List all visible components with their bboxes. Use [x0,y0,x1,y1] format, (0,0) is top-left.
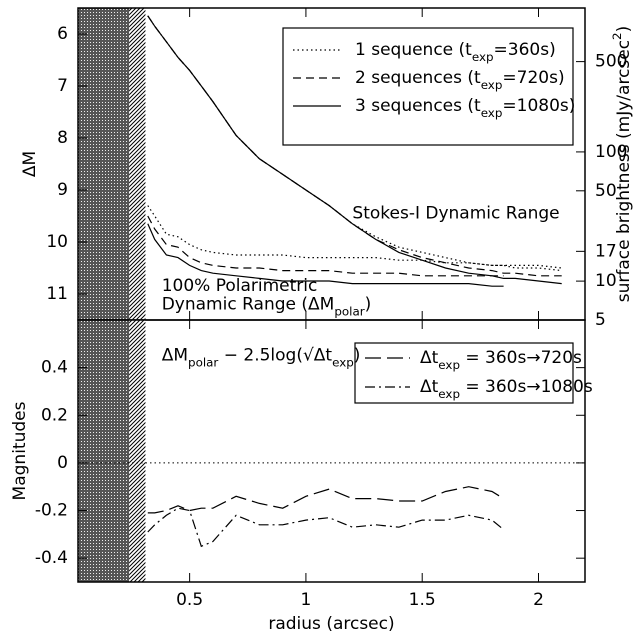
legend-label-part: exp [438,387,460,401]
legend-label-part: = 360s→1080s [460,377,593,397]
legend-label: 2 sequences (texp=720s) [355,68,565,92]
annotation-part: polar [334,304,364,318]
y2-tick-label: 500 [595,52,627,72]
y2-tick-label: 50 [595,181,617,201]
legend-label-part: =1080s) [502,96,575,116]
legend-label: 3 sequences (texp=1080s) [355,96,575,120]
panel-frame [77,319,586,583]
y-tick-label: 0.2 [41,405,68,425]
y2-tick-label: 100 [595,142,627,162]
data-line [147,486,504,514]
legend-label-part: exp [438,358,460,372]
y2-tick-label: 17 [595,241,617,261]
data-line [147,223,504,287]
data-line [147,507,504,548]
legend-label-part: Δt [420,377,439,397]
y-axis-label: ΔM [20,151,40,177]
legend-label-part: exp [472,50,494,64]
excluded-region [129,8,146,320]
data-line [147,15,562,285]
annotation: Stokes-I Dynamic Range [352,203,559,223]
y-tick-label: 10 [46,232,68,252]
annotation-part: − 2.5log(√Δt [218,346,332,366]
legend-label-part: exp [481,106,503,120]
excluded-region [78,320,130,582]
y2-axis-label-part: 2 [610,32,624,40]
x-tick-label: 1.5 [409,590,436,610]
y-tick-label: 7 [57,76,68,96]
y-axis-label: Magnitudes [10,401,30,500]
x-tick-label: 2 [533,590,544,610]
legend-label-part: =360s) [494,40,556,60]
excluded-region [129,320,146,582]
legend-label-part: 3 sequences (t [355,96,481,116]
y-tick-label: 6 [57,24,68,44]
y-tick-label: -0.4 [35,548,68,568]
legend-label-part: 2 sequences (t [355,68,481,88]
annotation: 100% Polarimetric [162,276,318,296]
legend-label: Δtexp = 360s→720s [420,348,582,372]
legend-label-part: 1 sequence (t [355,40,472,60]
y2-axis-label-part: ) [614,26,633,33]
y2-tick-label: 5 [595,310,606,330]
x-axis-label: radius (arcsec) [268,614,394,634]
y-tick-label: -0.2 [35,501,68,521]
excluded-region [78,8,130,320]
annotation: Dynamic Range (ΔMpolar) [162,294,372,318]
y2-tick-label: 10 [595,271,617,291]
annotation-part: polar [188,355,218,369]
legend-box [354,342,574,404]
annotation-part: exp [332,355,354,369]
legend-label: 1 sequence (texp=360s) [355,40,556,64]
x-tick-label: 0.5 [176,590,203,610]
data-line [147,205,562,269]
annotation-part: ΔM [162,346,188,366]
y-tick-label: 9 [57,180,68,200]
legend-label-part: = 360s→720s [460,348,582,368]
annotation: ΔMpolar − 2.5log(√Δtexp) [162,346,361,370]
y-tick-label: 0.4 [41,358,68,378]
legend-label-part: =720s) [502,68,564,88]
y-tick-label: 11 [46,284,68,304]
y-tick-label: 8 [57,128,68,148]
legend-box [282,27,574,146]
data-line [147,215,504,277]
legend-label: Δtexp = 360s→1080s [420,377,593,401]
annotation-part: Dynamic Range (ΔM [162,294,335,314]
y2-axis-label-part: surface brightness (mJy/arcsec [614,40,633,302]
annotation-part: ) [354,346,361,366]
legend-label-part: Δt [420,348,439,368]
y2-axis-label: surface brightness (mJy/arcsec2) [610,26,633,303]
y-tick-label: 0 [57,453,68,473]
legend-label-part: exp [481,78,503,92]
annotation-part: ) [365,294,372,314]
x-tick-label: 1 [301,590,312,610]
